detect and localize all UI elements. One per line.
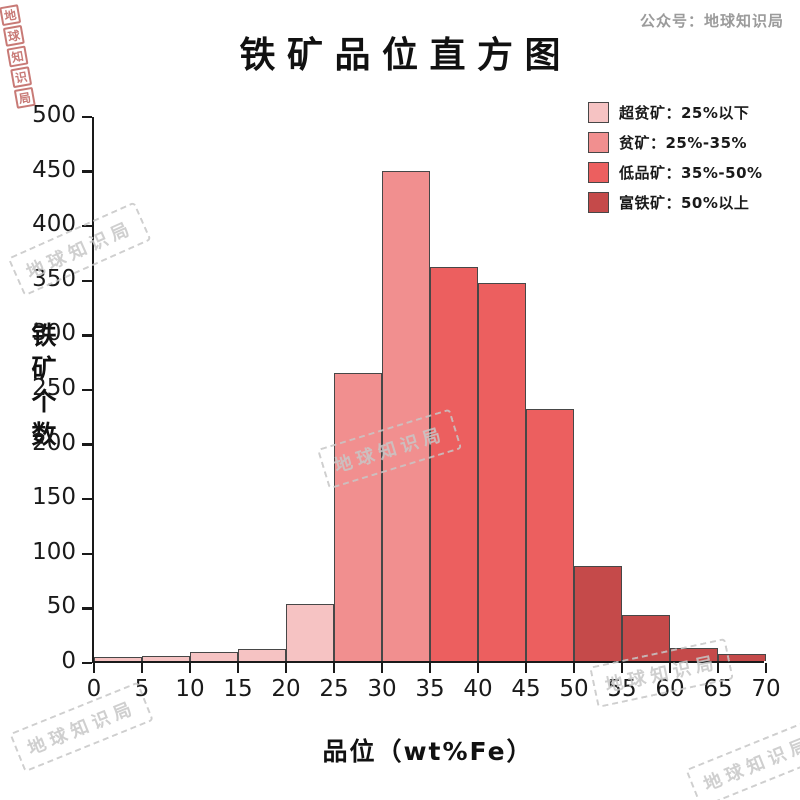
seal-char: 球 xyxy=(2,24,25,47)
x-tick-label: 10 xyxy=(175,676,205,702)
x-tick-label: 25 xyxy=(319,676,349,702)
legend-item-ultra-poor-ore: 超贫矿：25%以下 xyxy=(588,102,763,123)
histogram-bar-40-45 xyxy=(478,283,526,661)
y-tick-mark xyxy=(82,279,92,283)
x-tick-label: 45 xyxy=(511,676,541,702)
seal-char: 识 xyxy=(10,66,33,89)
x-tick-mark xyxy=(572,663,576,673)
histogram-bar-0-5 xyxy=(94,656,142,661)
y-axis-title: 铁矿个数 xyxy=(28,322,57,454)
x-tick-mark xyxy=(428,663,432,673)
x-tick-mark xyxy=(332,663,336,673)
x-tick-mark xyxy=(476,663,480,673)
histogram-bar-5-10 xyxy=(142,655,190,661)
x-tick-mark xyxy=(92,663,96,673)
histogram-bar-50-55 xyxy=(574,566,622,661)
x-tick-label: 0 xyxy=(86,676,102,702)
x-tick-label: 40 xyxy=(463,676,493,702)
x-tick-label: 30 xyxy=(367,676,397,702)
x-tick-mark xyxy=(668,663,672,673)
legend-label: 富铁矿：50%以上 xyxy=(619,194,750,212)
histogram-bar-25-30 xyxy=(334,372,382,661)
y-tick-mark xyxy=(82,497,92,501)
y-tick-mark xyxy=(82,552,92,556)
chart-title: 铁矿品位直方图 xyxy=(239,35,573,76)
legend: 超贫矿：25%以下 贫矿：25%-35% 低品矿：35%-50% 富铁矿：50%… xyxy=(588,102,763,213)
x-axis-title: 品位（wt%Fe） xyxy=(322,737,534,766)
x-tick-label: 50 xyxy=(559,676,589,702)
x-tick-mark xyxy=(524,663,528,673)
y-tick-mark xyxy=(82,115,92,119)
y-tick-mark xyxy=(82,170,92,173)
legend-swatch-icon xyxy=(588,162,609,183)
y-tick-label: 450 xyxy=(32,156,76,183)
histogram-bar-65-70 xyxy=(718,654,766,661)
x-tick-mark xyxy=(188,663,192,673)
legend-label: 超贫矿：25%以下 xyxy=(619,104,750,122)
x-tick-mark xyxy=(716,663,720,673)
y-tick-mark xyxy=(82,607,92,610)
x-tick-label: 35 xyxy=(415,676,445,702)
x-tick-mark xyxy=(284,663,288,673)
x-tick-label: 20 xyxy=(271,676,301,702)
y-tick-label: 150 xyxy=(32,484,76,511)
x-tick-label: 70 xyxy=(751,676,781,702)
account-label: 公众号：地球知识局 xyxy=(639,12,784,30)
y-tick-label: 500 xyxy=(32,102,76,128)
y-tick-mark xyxy=(82,334,92,337)
y-tick-mark xyxy=(82,443,92,446)
y-tick-label: 400 xyxy=(32,211,76,238)
histogram-bar-35-40 xyxy=(430,266,478,661)
x-tick-label: 55 xyxy=(607,676,637,702)
x-tick-mark xyxy=(764,663,768,673)
x-tick-label: 5 xyxy=(134,676,150,702)
histogram-bar-30-35 xyxy=(382,170,430,661)
x-tick-label: 60 xyxy=(655,676,685,702)
y-tick-mark xyxy=(82,388,92,392)
legend-swatch-icon xyxy=(588,192,609,213)
histogram-bar-15-20 xyxy=(238,649,286,661)
legend-label: 低品矿：35%-50% xyxy=(619,164,763,182)
legend-item-rich-iron-ore: 富铁矿：50%以上 xyxy=(588,192,763,213)
y-tick-mark xyxy=(82,661,92,665)
seal-char: 知 xyxy=(6,45,29,68)
y-tick-label: 0 xyxy=(61,648,76,674)
histogram-bar-10-15 xyxy=(190,652,238,661)
y-tick-label: 250 xyxy=(32,375,76,401)
histogram-bar-55-60 xyxy=(622,615,670,661)
legend-swatch-icon xyxy=(588,132,609,153)
legend-swatch-icon xyxy=(588,102,609,123)
y-tick-mark xyxy=(82,224,92,228)
legend-label: 贫矿：25%-35% xyxy=(619,134,748,152)
histogram-bar-20-25 xyxy=(286,604,334,661)
legend-item-low-grade-ore: 低品矿：35%-50% xyxy=(588,162,763,183)
histogram-bar-45-50 xyxy=(526,408,574,661)
x-tick-label: 15 xyxy=(223,676,253,702)
plot-area: 0 50 100 150 200 250 300 350 400 450 500 0 5 10 15 20 25… xyxy=(32,102,781,702)
x-tick-mark xyxy=(620,663,624,673)
y-tick-label: 200 xyxy=(32,429,76,456)
y-tick-label: 350 xyxy=(32,265,76,292)
seal-char: 地 xyxy=(0,4,22,27)
x-tick-mark xyxy=(236,663,240,673)
histogram-bar-60-65 xyxy=(670,647,718,661)
x-tick-mark xyxy=(380,663,384,673)
legend-item-poor-ore: 贫矿：25%-35% xyxy=(588,132,763,153)
x-tick-mark xyxy=(140,663,144,673)
y-tick-label: 50 xyxy=(46,593,76,620)
seal-char: 局 xyxy=(13,86,36,109)
x-tick-label: 65 xyxy=(703,676,733,702)
y-tick-label: 100 xyxy=(32,538,76,565)
y-tick-label: 300 xyxy=(32,320,76,347)
